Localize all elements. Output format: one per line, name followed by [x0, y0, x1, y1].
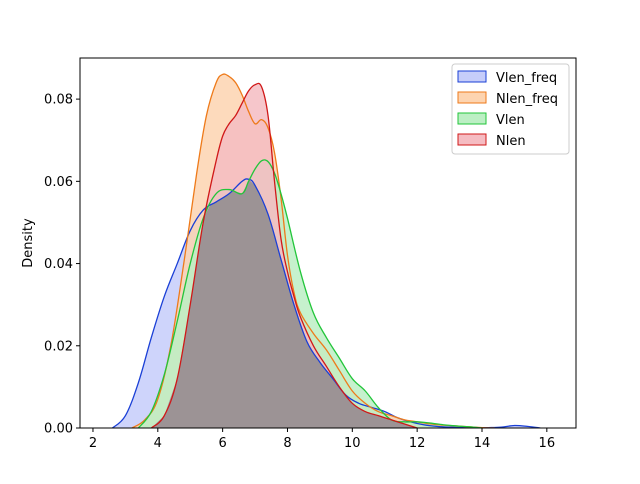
legend-swatch-nlen-freq [457, 91, 487, 104]
y-tick-label: 0.00 [44, 422, 73, 437]
legend: Vlen_freq Nlen_freq Vlen Nlen [451, 63, 570, 155]
x-tick-label: 10 [344, 436, 361, 451]
legend-box [451, 63, 570, 155]
density-line-nlen [150, 82, 418, 428]
legend-label-nlen: Nlen [496, 134, 526, 149]
y-tick-label: 0.02 [44, 339, 73, 354]
legend-swatch-nlen [457, 133, 487, 146]
y-axis-label: Density [21, 218, 36, 268]
x-axis: 2 4 6 8 10 12 14 16 [89, 428, 555, 451]
y-tick-label: 0.06 [44, 175, 73, 190]
x-tick-label: 4 [154, 436, 162, 451]
y-axis: 0.00 0.02 0.04 0.06 0.08 [44, 93, 80, 437]
legend-label-vlen-freq: Vlen_freq [496, 71, 557, 86]
x-tick-label: 2 [89, 436, 97, 451]
x-tick-label: 8 [283, 436, 291, 451]
density-line-vlen [137, 159, 483, 428]
density-overlap [151, 180, 418, 428]
y-tick-label: 0.08 [44, 93, 73, 108]
legend-swatch-vlen [457, 112, 487, 125]
y-tick-label: 0.04 [44, 257, 73, 272]
legend-label-nlen-freq: Nlen_freq [496, 92, 558, 107]
legend-swatch-vlen-freq [457, 70, 487, 83]
plot-frame [79, 57, 577, 429]
x-tick-label: 12 [409, 436, 426, 451]
legend-label-vlen: Vlen [496, 113, 525, 128]
x-tick-label: 6 [218, 436, 226, 451]
x-tick-label: 16 [539, 436, 556, 451]
x-tick-label: 14 [474, 436, 491, 451]
density-overlap-area [151, 180, 418, 428]
